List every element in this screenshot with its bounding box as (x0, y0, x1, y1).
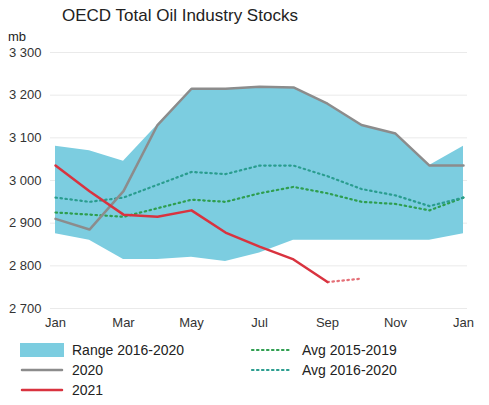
html-text:2020: 2020 (72, 362, 104, 378)
html-text:Avg 2016-2020: Avg 2016-2020 (302, 362, 397, 378)
svg-text:Mar: Mar (112, 315, 135, 330)
svg-text:2 800: 2 800 (9, 258, 42, 273)
svg-text:Sep: Sep (316, 315, 339, 330)
svg-text:Jul: Jul (251, 315, 268, 330)
svg-text:Nov: Nov (384, 315, 408, 330)
svg-text:3 100: 3 100 (9, 130, 42, 145)
html-text:Avg 2015-2019: Avg 2015-2019 (302, 342, 397, 358)
html-text:mb: mb (8, 29, 27, 44)
svg-text:2 900: 2 900 (9, 215, 42, 230)
html-text:Range 2016-2020: Range 2016-2020 (72, 342, 185, 358)
svg-text:3 300: 3 300 (9, 45, 42, 60)
html-text:2021: 2021 (72, 382, 104, 398)
html-text:OECD Total Oil Industry Stocks: OECD Total Oil Industry Stocks (62, 6, 298, 25)
svg-text:Jan: Jan (453, 315, 474, 330)
svg-text:3 000: 3 000 (9, 173, 42, 188)
svg-text:3 200: 3 200 (9, 87, 42, 102)
svg-text:Jan: Jan (45, 315, 66, 330)
svg-text:May: May (179, 315, 204, 330)
svg-text:2 700: 2 700 (9, 301, 42, 316)
